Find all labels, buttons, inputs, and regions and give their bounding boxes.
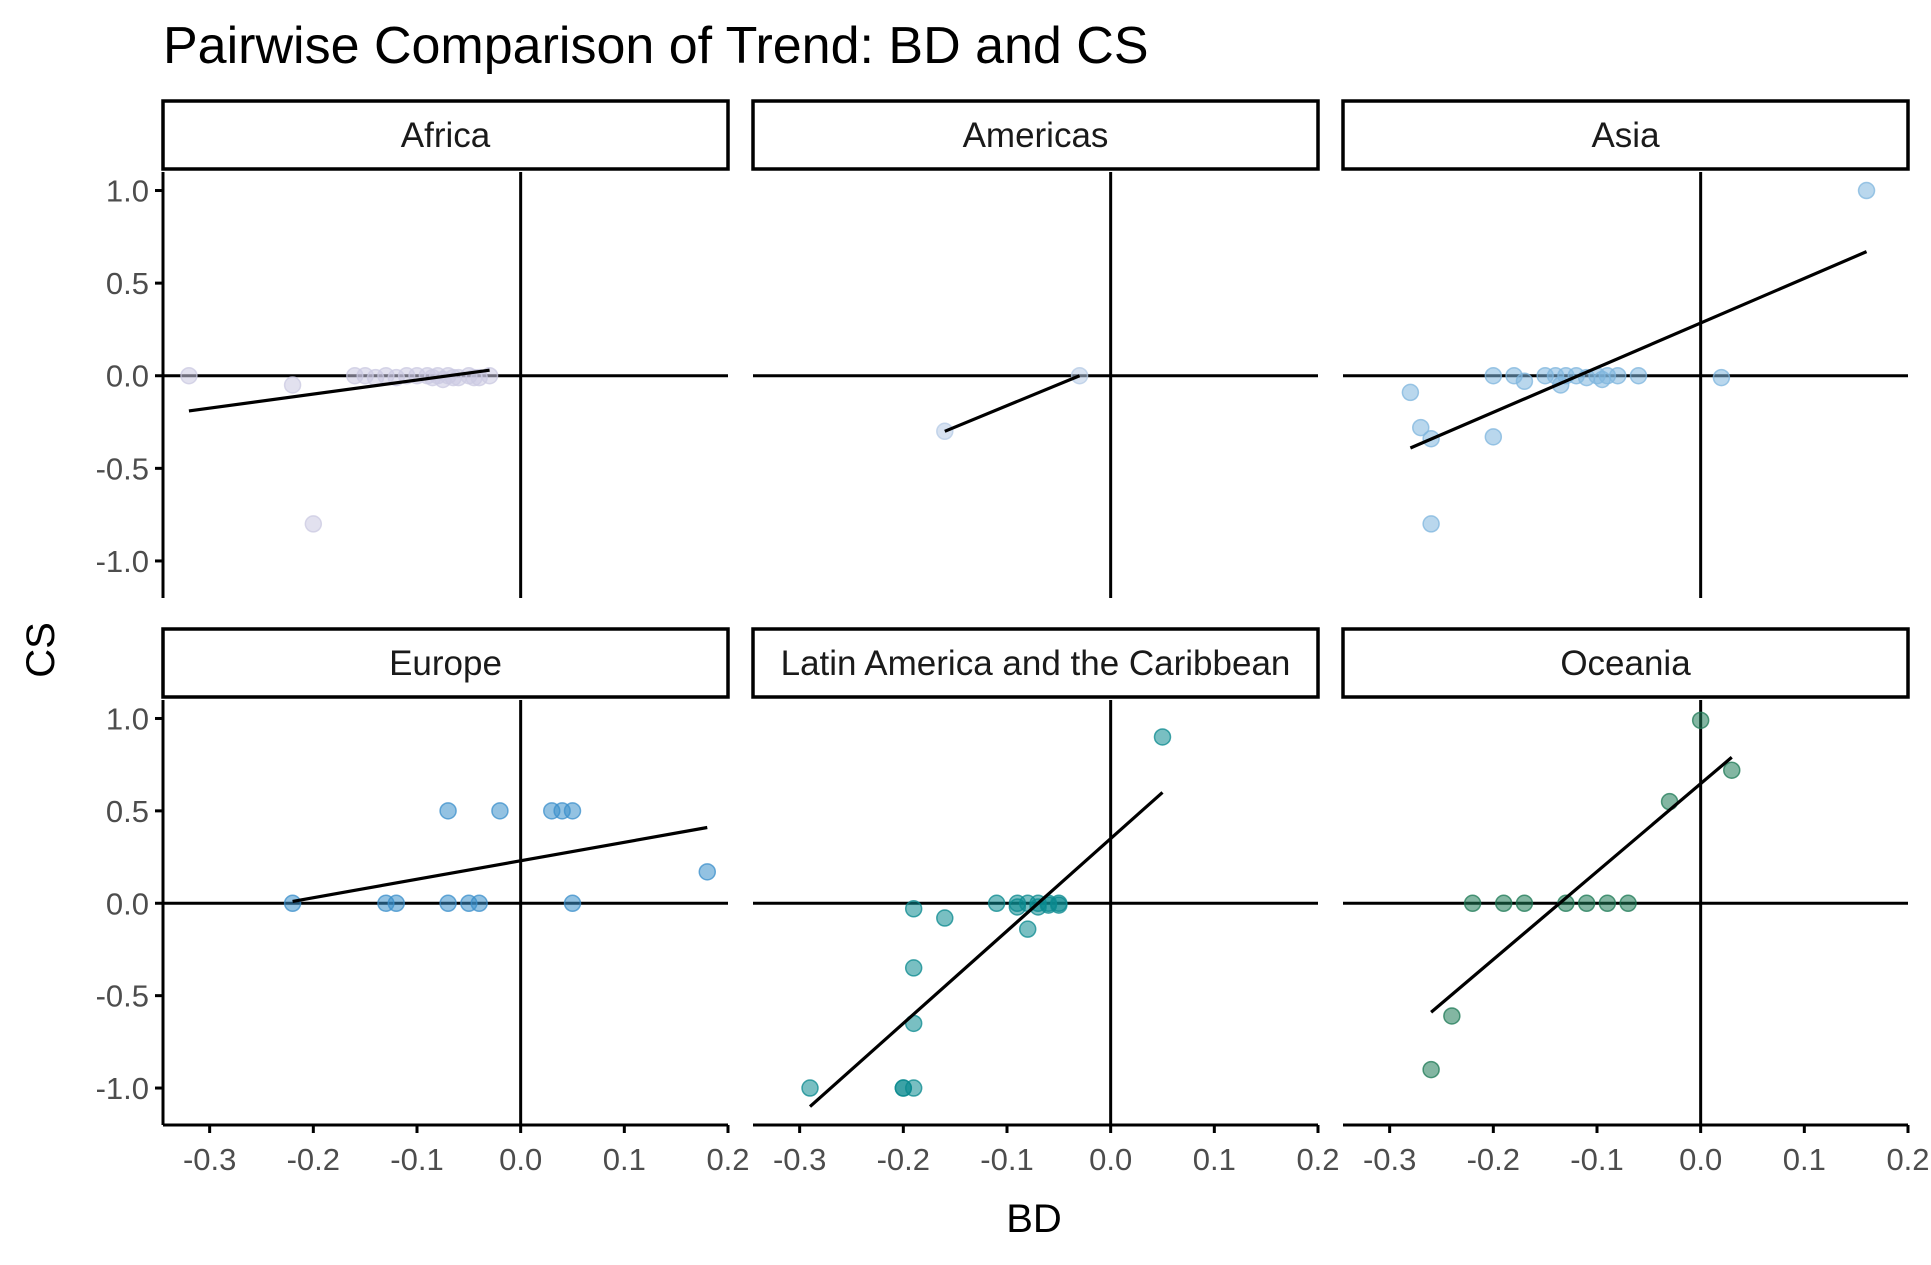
data-point [387,894,406,913]
data-point [1629,366,1648,385]
panel-strip [1341,627,1910,699]
x-tick-label: -0.2 [287,1142,340,1177]
panel-strip [161,99,730,171]
y-tick-label: -1.0 [96,544,149,579]
data-point [1712,368,1731,387]
x-tick-label: -0.1 [1570,1142,1623,1177]
y-tick-label: 1.0 [106,701,149,736]
y-axis-title: CS [19,622,63,678]
data-point [470,894,488,913]
panel-strip-label: Asia [1591,116,1660,155]
trend-line [188,368,490,413]
y-tick-label: -0.5 [96,451,149,486]
x-tick-label: 0.2 [706,1142,749,1177]
panel-africa: Africa [161,99,730,598]
x-tick-label: -0.3 [183,1142,236,1177]
chart-title: Pairwise Comparison of Trend: BD and CS [163,17,1149,75]
panel-strip-label: Americas [963,116,1109,155]
panel-strip [751,99,1320,171]
data-point [491,802,509,820]
panel-oceania: Oceania [1341,627,1910,1125]
data-point [801,1079,819,1097]
data-point [904,1079,923,1097]
data-point [1494,894,1513,913]
panel-strip [161,627,730,699]
panel-strip-label: Latin America and the Caribbean [781,644,1291,683]
data-point [1443,1007,1461,1025]
axes: -1.0 -0.5 0.0 0.5 1.0 -1.0 -0.5 0.0 0.5 1.0 -0.3 -0… [96,172,1930,1177]
x-tick-label: 0.2 [1296,1142,1339,1177]
data-point [1598,894,1617,913]
data-point [1691,711,1710,730]
data-point [1422,1060,1440,1079]
y-tick-label: -0.5 [96,979,149,1014]
trend-line [1430,756,1733,1014]
data-point [936,909,954,927]
panel-strip-label: Europe [389,644,502,683]
y-tick-label: 0.0 [106,359,149,394]
trend-line [808,791,1164,1108]
x-tick-label: -0.2 [877,1142,930,1177]
data-point [563,894,582,913]
y-tick-label: 0.5 [106,794,149,829]
data-point [1422,515,1440,533]
data-point [1619,894,1637,913]
facet-panels: Africa Americas Asia Europe Latin America an… [161,99,1910,1125]
data-point [904,959,923,977]
trend-line [292,825,708,903]
data-point [439,894,457,913]
panel-americas: Americas [751,99,1320,598]
y-tick-label: 0.0 [106,886,149,921]
data-point [904,900,923,918]
panel-europe: Europe [161,627,730,1125]
data-point [1577,894,1596,913]
data-point [1018,920,1037,938]
data-point [1484,428,1503,446]
data-point [1401,383,1420,402]
x-tick-label: 0.0 [499,1142,542,1177]
data-point [698,863,717,881]
data-point [563,802,582,820]
data-point [1608,366,1627,385]
panel-strip [1341,99,1910,171]
data-point [987,894,1006,913]
panel-latin-america-and-the-caribbean: Latin America and the Caribbean [751,627,1320,1125]
x-tick-label: -0.2 [1467,1142,1520,1177]
x-tick-label: 0.1 [1193,1142,1236,1177]
x-tick-label: 0.1 [603,1142,646,1177]
panel-strip-label: Oceania [1560,644,1691,683]
y-tick-label: -1.0 [96,1071,149,1106]
data-point [1153,728,1172,746]
x-tick-label: 0.2 [1886,1142,1929,1177]
x-tick-label: -0.1 [390,1142,443,1177]
x-axis-title: BD [1006,1197,1062,1241]
panel-strip [751,627,1320,699]
x-tick-label: 0.1 [1783,1142,1826,1177]
trend-line [1409,250,1868,450]
trend-line [944,374,1081,433]
data-point [1857,181,1876,200]
data-point [283,894,302,913]
x-tick-label: -0.3 [1363,1142,1416,1177]
data-point [439,802,457,820]
data-point [1484,366,1503,385]
x-tick-label: -0.3 [773,1142,826,1177]
data-point [283,376,302,394]
x-tick-label: 0.0 [1089,1142,1132,1177]
x-tick-label: -0.1 [980,1142,1033,1177]
data-point [304,515,323,533]
data-point [1515,372,1534,391]
data-point [1723,761,1741,779]
data-point [180,366,198,385]
y-tick-label: 0.5 [106,266,149,301]
data-point [1050,896,1068,914]
data-point [1515,894,1534,913]
y-tick-label: 1.0 [106,174,149,209]
data-point [1412,418,1430,437]
panel-asia: Asia [1341,99,1910,598]
data-point [1463,894,1482,913]
x-tick-label: 0.0 [1679,1142,1722,1177]
panel-strip-label: Africa [401,116,491,155]
